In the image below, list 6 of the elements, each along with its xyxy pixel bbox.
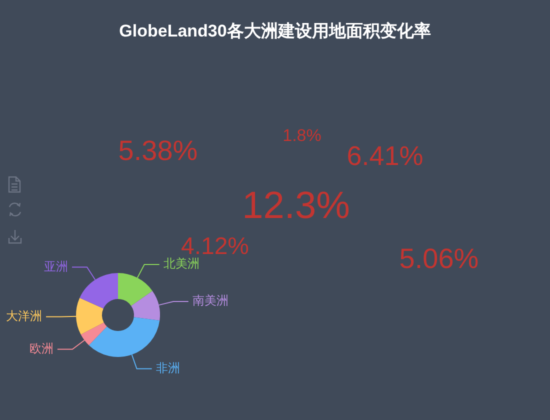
annotation: 6.41%: [346, 141, 424, 171]
annotation: 5.06%: [399, 243, 479, 274]
title: GlobeLand30各大洲建设用地面积变化率: [119, 21, 431, 40]
annotation: 5.38%: [118, 135, 198, 166]
annotation: 12.3%: [242, 185, 350, 227]
annotation: 1.8%: [282, 126, 322, 145]
